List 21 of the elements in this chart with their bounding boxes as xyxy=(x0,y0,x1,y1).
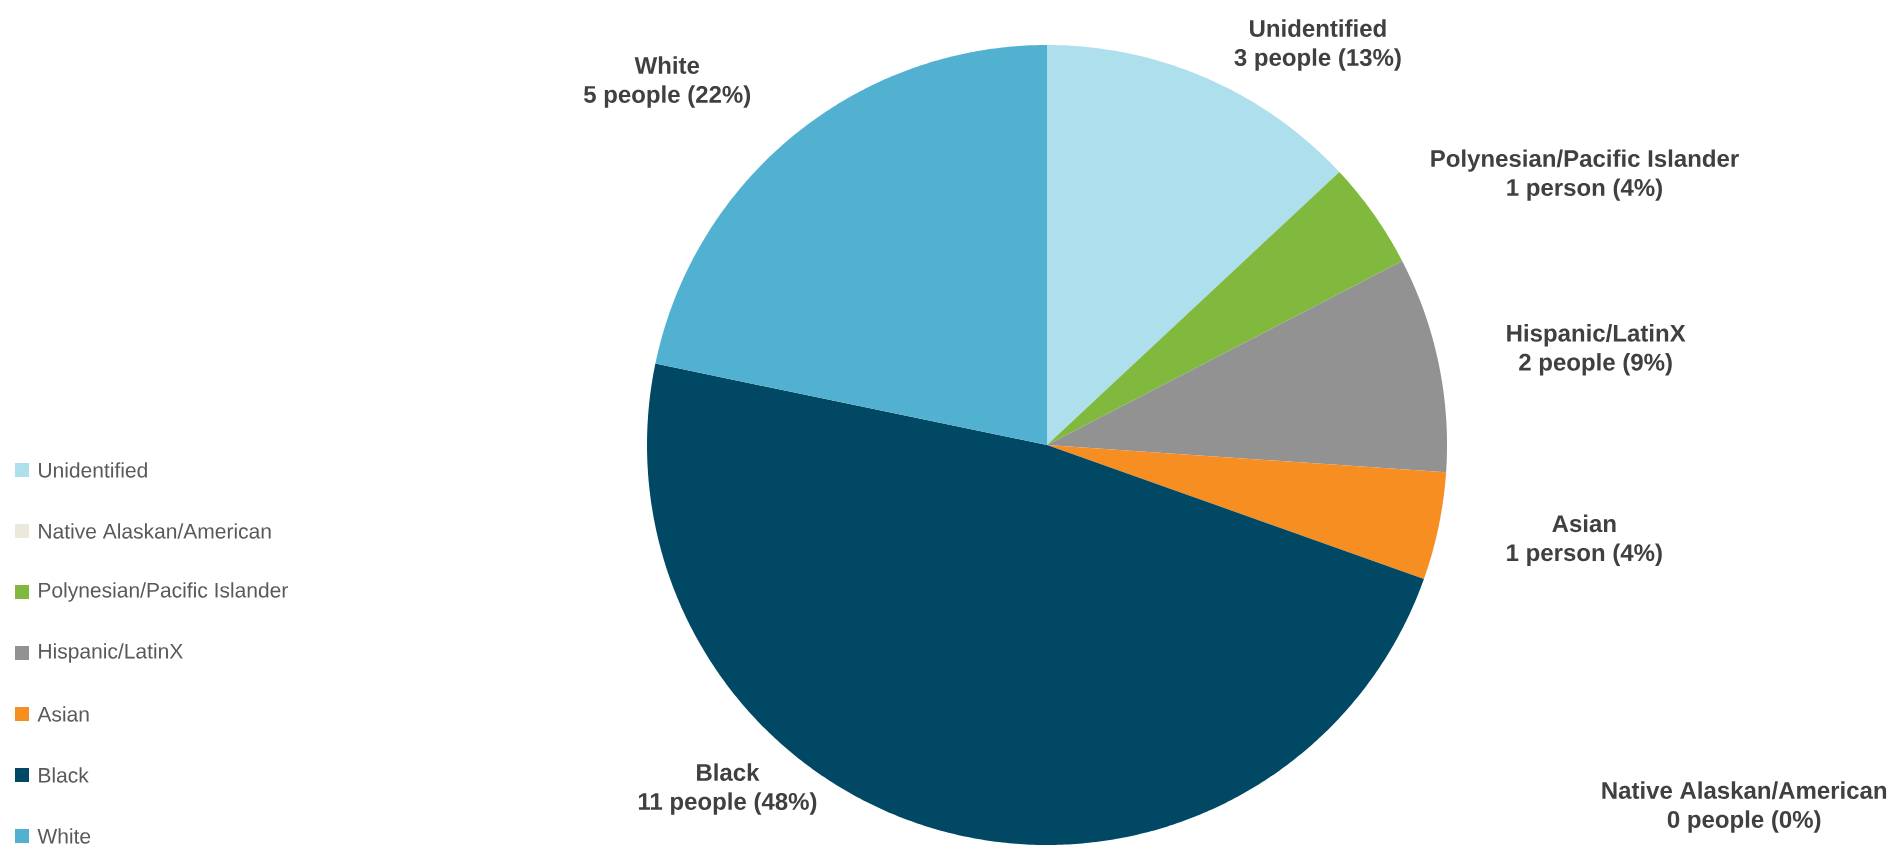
legend-label: Hispanic/LatinX xyxy=(39,643,183,663)
data-label: 5 people (22%) xyxy=(583,85,751,108)
data-label: 3 people (13%) xyxy=(1234,48,1401,71)
slice-label: Asian xyxy=(1552,514,1616,533)
legend-label: Unidentified xyxy=(39,462,147,478)
data-label: 11 people (48%) xyxy=(638,792,817,815)
data-label: 2 people (9%) xyxy=(1519,353,1672,376)
slice-label: White xyxy=(634,56,700,74)
text: 0 people (0%) xyxy=(1667,810,1821,833)
legend-label: Native Alaskan/American xyxy=(39,523,271,539)
legend-label: White xyxy=(37,828,91,844)
slice-label: Unidentified xyxy=(1250,19,1386,37)
data-label: 1 person (4%) xyxy=(1507,178,1662,201)
slice-label: Hispanic/LatinX xyxy=(1507,324,1686,347)
legend-label: Asian xyxy=(37,706,89,722)
data-label: 1 person (4%) xyxy=(1507,543,1662,566)
slice-label: Polynesian/Pacific Islander xyxy=(1431,149,1739,172)
slice-label: Black xyxy=(697,763,760,781)
legend-label: Black xyxy=(39,767,89,783)
legend-label: Polynesian/Pacific Islander xyxy=(39,582,288,602)
category-label: Native Alaskan/American xyxy=(1602,781,1887,800)
